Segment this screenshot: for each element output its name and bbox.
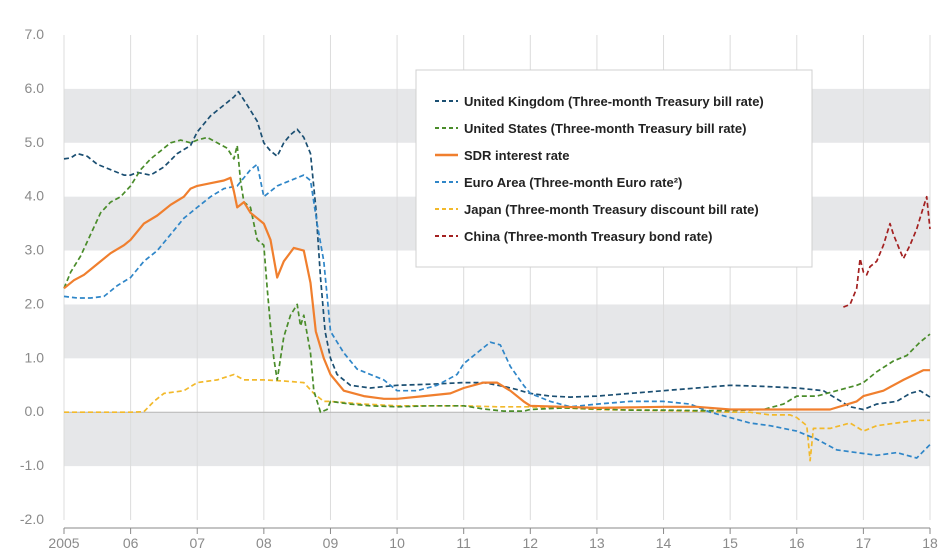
series-lines [63,90,931,462]
x-tick-label: 11 [456,535,471,551]
x-tick-label: 18 [922,535,938,551]
y-tick-label: 7.0 [25,26,45,42]
legend-label: United States (Three-month Treasury bill… [464,121,746,136]
legend-label: SDR interest rate [464,148,569,163]
y-tick-label: 0.0 [25,403,45,419]
x-tick-label: 13 [589,535,605,551]
series-line-japan [64,373,930,462]
shaded-band-2 [64,304,930,359]
legend-label: United Kingdom (Three-month Treasury bil… [464,94,764,109]
y-tick-label: 6.0 [25,80,45,96]
series-line-china [843,195,931,308]
x-tick-label: 12 [523,535,539,551]
legend-label: China (Three-month Treasury bond rate) [464,229,712,244]
series-line-sdr-interest-rate [63,176,930,411]
x-tick-label: 06 [123,535,139,551]
y-tick-label: 5.0 [25,134,45,150]
y-tick-label: 1.0 [25,349,45,365]
x-tick-label: 15 [722,535,738,551]
y-tick-label: -2.0 [20,511,44,527]
x-tick-label: 14 [656,535,672,551]
x-tick-label: 16 [789,535,805,551]
series-line-united-kingdom [63,90,931,411]
x-tick-label: 10 [389,535,405,551]
shaded-band-3 [64,412,930,467]
axes: -2.0 -1.0 0.0 1.0 2.0 3.0 4.0 5.0 6.0 7.0 2005 06 07… [20,26,938,551]
legend-label: Japan (Three-month Treasury discount bil… [464,202,759,217]
series-line-euro-area [63,163,931,459]
x-tick-label: 09 [323,535,339,551]
y-tick-label: 3.0 [25,242,45,258]
y-tick-label: 4.0 [25,188,45,204]
x-tick-label: 17 [856,535,872,551]
x-tick-label: 2005 [48,535,79,551]
x-tick-label: 07 [189,535,205,551]
y-tick-label: 2.0 [25,295,45,311]
legend-label: Euro Area (Three-month Euro rate²) [464,175,682,190]
y-tick-label: -1.0 [20,457,44,473]
legend-box [415,69,813,268]
x-tick-label: 08 [256,535,272,551]
legend: United Kingdom (Three-month Treasury bil… [415,69,813,268]
